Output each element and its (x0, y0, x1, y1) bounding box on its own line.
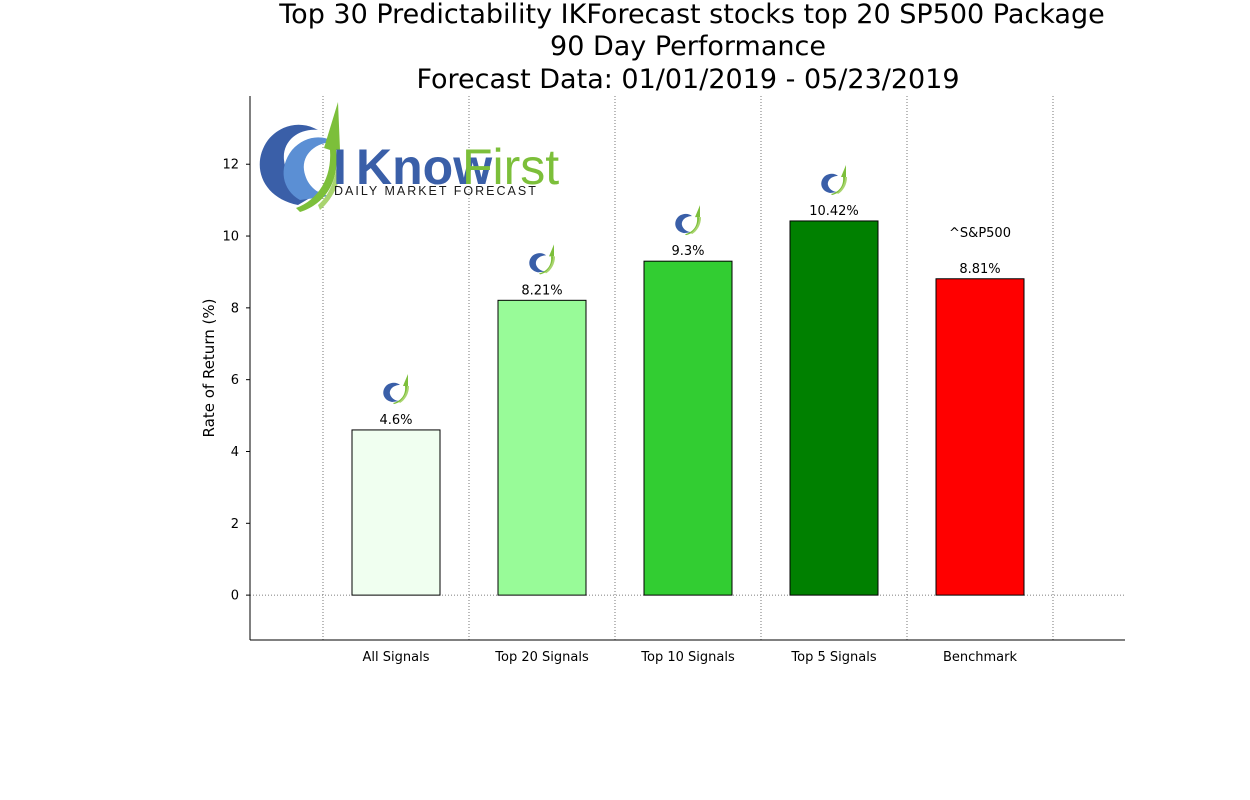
bar-value-label: 4.6% (379, 413, 412, 428)
bar-benchmark (935, 278, 1025, 596)
y-axis-label: Rate of Return (%) (200, 299, 218, 438)
x-tick-label: Top 5 Signals (790, 650, 876, 665)
y-tick-label: 0 (231, 589, 239, 604)
benchmark-annotation: ^S&P500 (949, 226, 1011, 241)
y-tick-label: 8 (231, 301, 239, 316)
x-tick-label: Top 20 Signals (494, 650, 589, 665)
logo-word-i: I (333, 139, 347, 195)
i-know-first-logo: I Know First DAILY MARKET FORECAST (259, 102, 559, 212)
bar-value-label: 8.21% (521, 283, 562, 298)
bar-value-label: 10.42% (809, 204, 859, 219)
logo-tagline: DAILY MARKET FORECAST (334, 184, 538, 198)
title-line-3: Forecast Data: 01/01/2019 - 05/23/2019 (416, 64, 959, 95)
bar-top-20-signals (497, 299, 587, 596)
bars (351, 220, 1025, 596)
bar-value-label: 8.81% (959, 262, 1000, 277)
title-line-1: Top 30 Predictability IKForecast stocks … (278, 0, 1104, 30)
bar-all-signals (351, 429, 441, 596)
x-tick-label: Top 10 Signals (640, 650, 735, 665)
bar-icons (383, 164, 847, 404)
bar-value-label: 9.3% (671, 244, 704, 259)
logo-word-first: First (462, 139, 559, 195)
title-line-2: 90 Day Performance (550, 31, 826, 62)
y-tick-label: 4 (231, 445, 239, 460)
y-tick-label: 12 (222, 158, 239, 173)
ikf-logo-icon (675, 205, 701, 236)
logo-swoosh-icon (259, 102, 343, 212)
y-tick-label: 6 (231, 373, 239, 388)
axes: 0 2 4 6 8 10 12 (222, 96, 1125, 641)
ikf-logo-icon (821, 164, 847, 195)
x-tick-label: Benchmark (943, 650, 1018, 665)
bar-top-5-signals (789, 220, 879, 596)
logo-word-know: Know (356, 139, 492, 195)
x-tick-label: All Signals (363, 650, 430, 665)
bar-labels: All Signals 4.6% Top 20 Signals 8.21% Top 10… (363, 204, 1018, 665)
chart-title: Top 30 Predictability IKForecast stocks … (278, 0, 1104, 95)
bar-top-10-signals (643, 260, 733, 596)
y-tick-label: 2 (231, 517, 239, 532)
y-tick-label: 10 (222, 230, 239, 245)
ikf-logo-icon (383, 373, 409, 404)
ikf-logo-icon (529, 244, 555, 275)
